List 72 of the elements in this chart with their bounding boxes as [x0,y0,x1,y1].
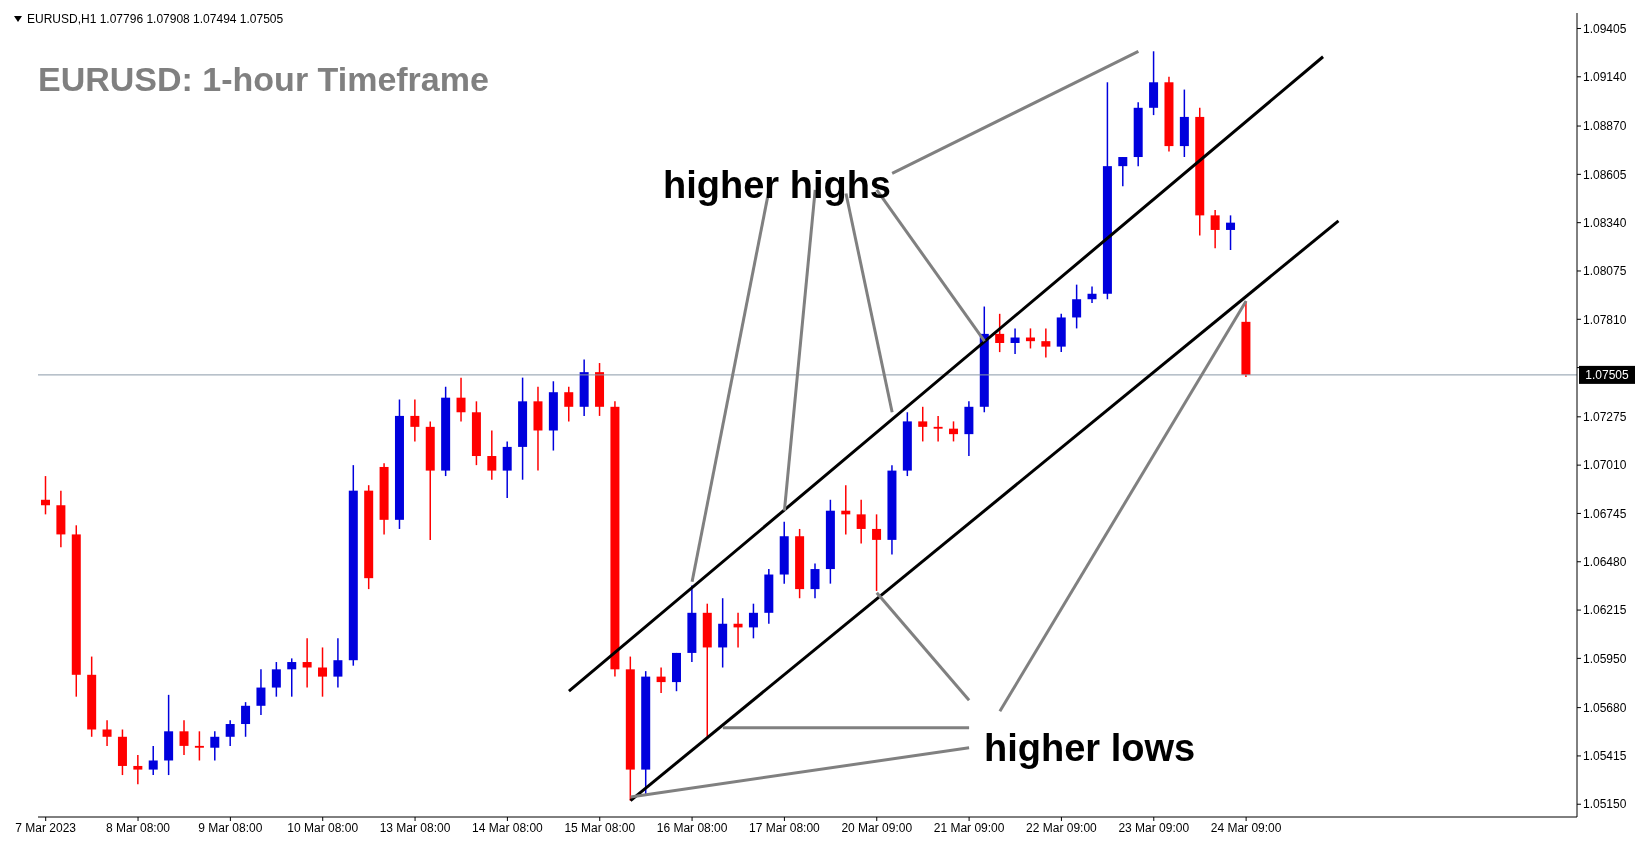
y-tick-label: 1.06215 [1583,603,1627,618]
candlestick [856,499,866,545]
candlestick [810,562,820,599]
candlestick [133,754,143,785]
candlestick [1072,283,1082,330]
annotation: higher highs [663,164,891,207]
x-tick-label: 24 Mar 09:00 [1210,820,1282,835]
y-tick-label: 1.08870 [1583,119,1627,134]
x-tick-label: 23 Mar 09:00 [1118,820,1190,835]
candlestick [102,719,112,747]
y-tick-label: 1.06745 [1583,506,1627,521]
y-tick-label: 1.05415 [1583,749,1627,764]
y-tick-label: 1.05150 [1583,797,1627,812]
text: EURUSD: 1-hour Timeframe [38,60,489,99]
candlestick [1226,214,1236,251]
x-tick-label: 17 Mar 08:00 [749,820,821,835]
candlestick [179,719,189,756]
y-tick-label: 1.05680 [1583,700,1627,715]
candlestick [271,661,281,698]
candlestick [287,657,297,698]
x-tick-label: 8 Mar 08:00 [106,820,171,835]
ref-line-label: 1.07505 [1585,367,1630,382]
candlestick [456,376,466,423]
candlestick [1210,209,1220,249]
candlestick [41,475,50,516]
x-tick-label: 21 Mar 09:00 [933,820,1005,835]
y-tick-label: 1.08340 [1583,215,1627,230]
candlestick [487,429,497,481]
y-tick-label: 1.09140 [1583,70,1627,85]
candlestick [256,668,266,716]
candlestick [210,730,220,762]
candlestick [225,719,235,747]
candlestick [656,666,666,694]
annotation: higher lows [984,727,1196,770]
candlestick [148,745,158,776]
candlestick [1041,327,1051,359]
chart-subtitle: EURUSD,H1 1.07796 1.07908 1.07494 1.07505 [27,12,284,26]
x-tick-label: 9 Mar 08:00 [198,820,263,835]
x-tick-label: 10 Mar 08:00 [287,820,359,835]
candlestick [410,398,420,443]
candlestick [333,637,343,689]
y-tick-label: 1.09405 [1583,21,1627,36]
candlestick [302,637,312,689]
candlestick [718,597,728,669]
y-tick-label: 1.05950 [1583,651,1627,666]
candlestick [918,406,928,443]
x-tick-label: 7 Mar 2023 [15,820,77,835]
candlestick [748,602,758,640]
y-tick-label: 1.06480 [1583,555,1627,570]
candlestick [502,440,512,499]
candlestick [1010,327,1020,355]
x-tick-label: 15 Mar 08:00 [564,820,636,835]
x-tick-label: 22 Mar 09:00 [1026,820,1098,835]
y-tick-label: 1.08605 [1583,167,1627,182]
candlestick [949,420,959,443]
x-tick-label: 13 Mar 08:00 [379,820,451,835]
candlestick [872,513,882,592]
candlestick [995,313,1005,353]
candlestick [194,730,204,762]
y-tick-label: 1.07010 [1583,458,1627,473]
y-tick-label: 1.07810 [1583,312,1627,327]
x-tick-label: 20 Mar 09:00 [841,820,913,835]
candlestick [241,701,251,738]
y-tick-label: 1.08075 [1583,264,1627,279]
y-tick-label: 1.07275 [1583,410,1627,425]
candlestick [318,646,328,698]
candlestick [1087,285,1097,304]
candlestick [933,415,943,443]
x-tick-label: 16 Mar 08:00 [656,820,728,835]
candlestick [564,385,574,423]
candlestick [1118,156,1128,187]
x-tick-label: 14 Mar 08:00 [472,820,544,835]
